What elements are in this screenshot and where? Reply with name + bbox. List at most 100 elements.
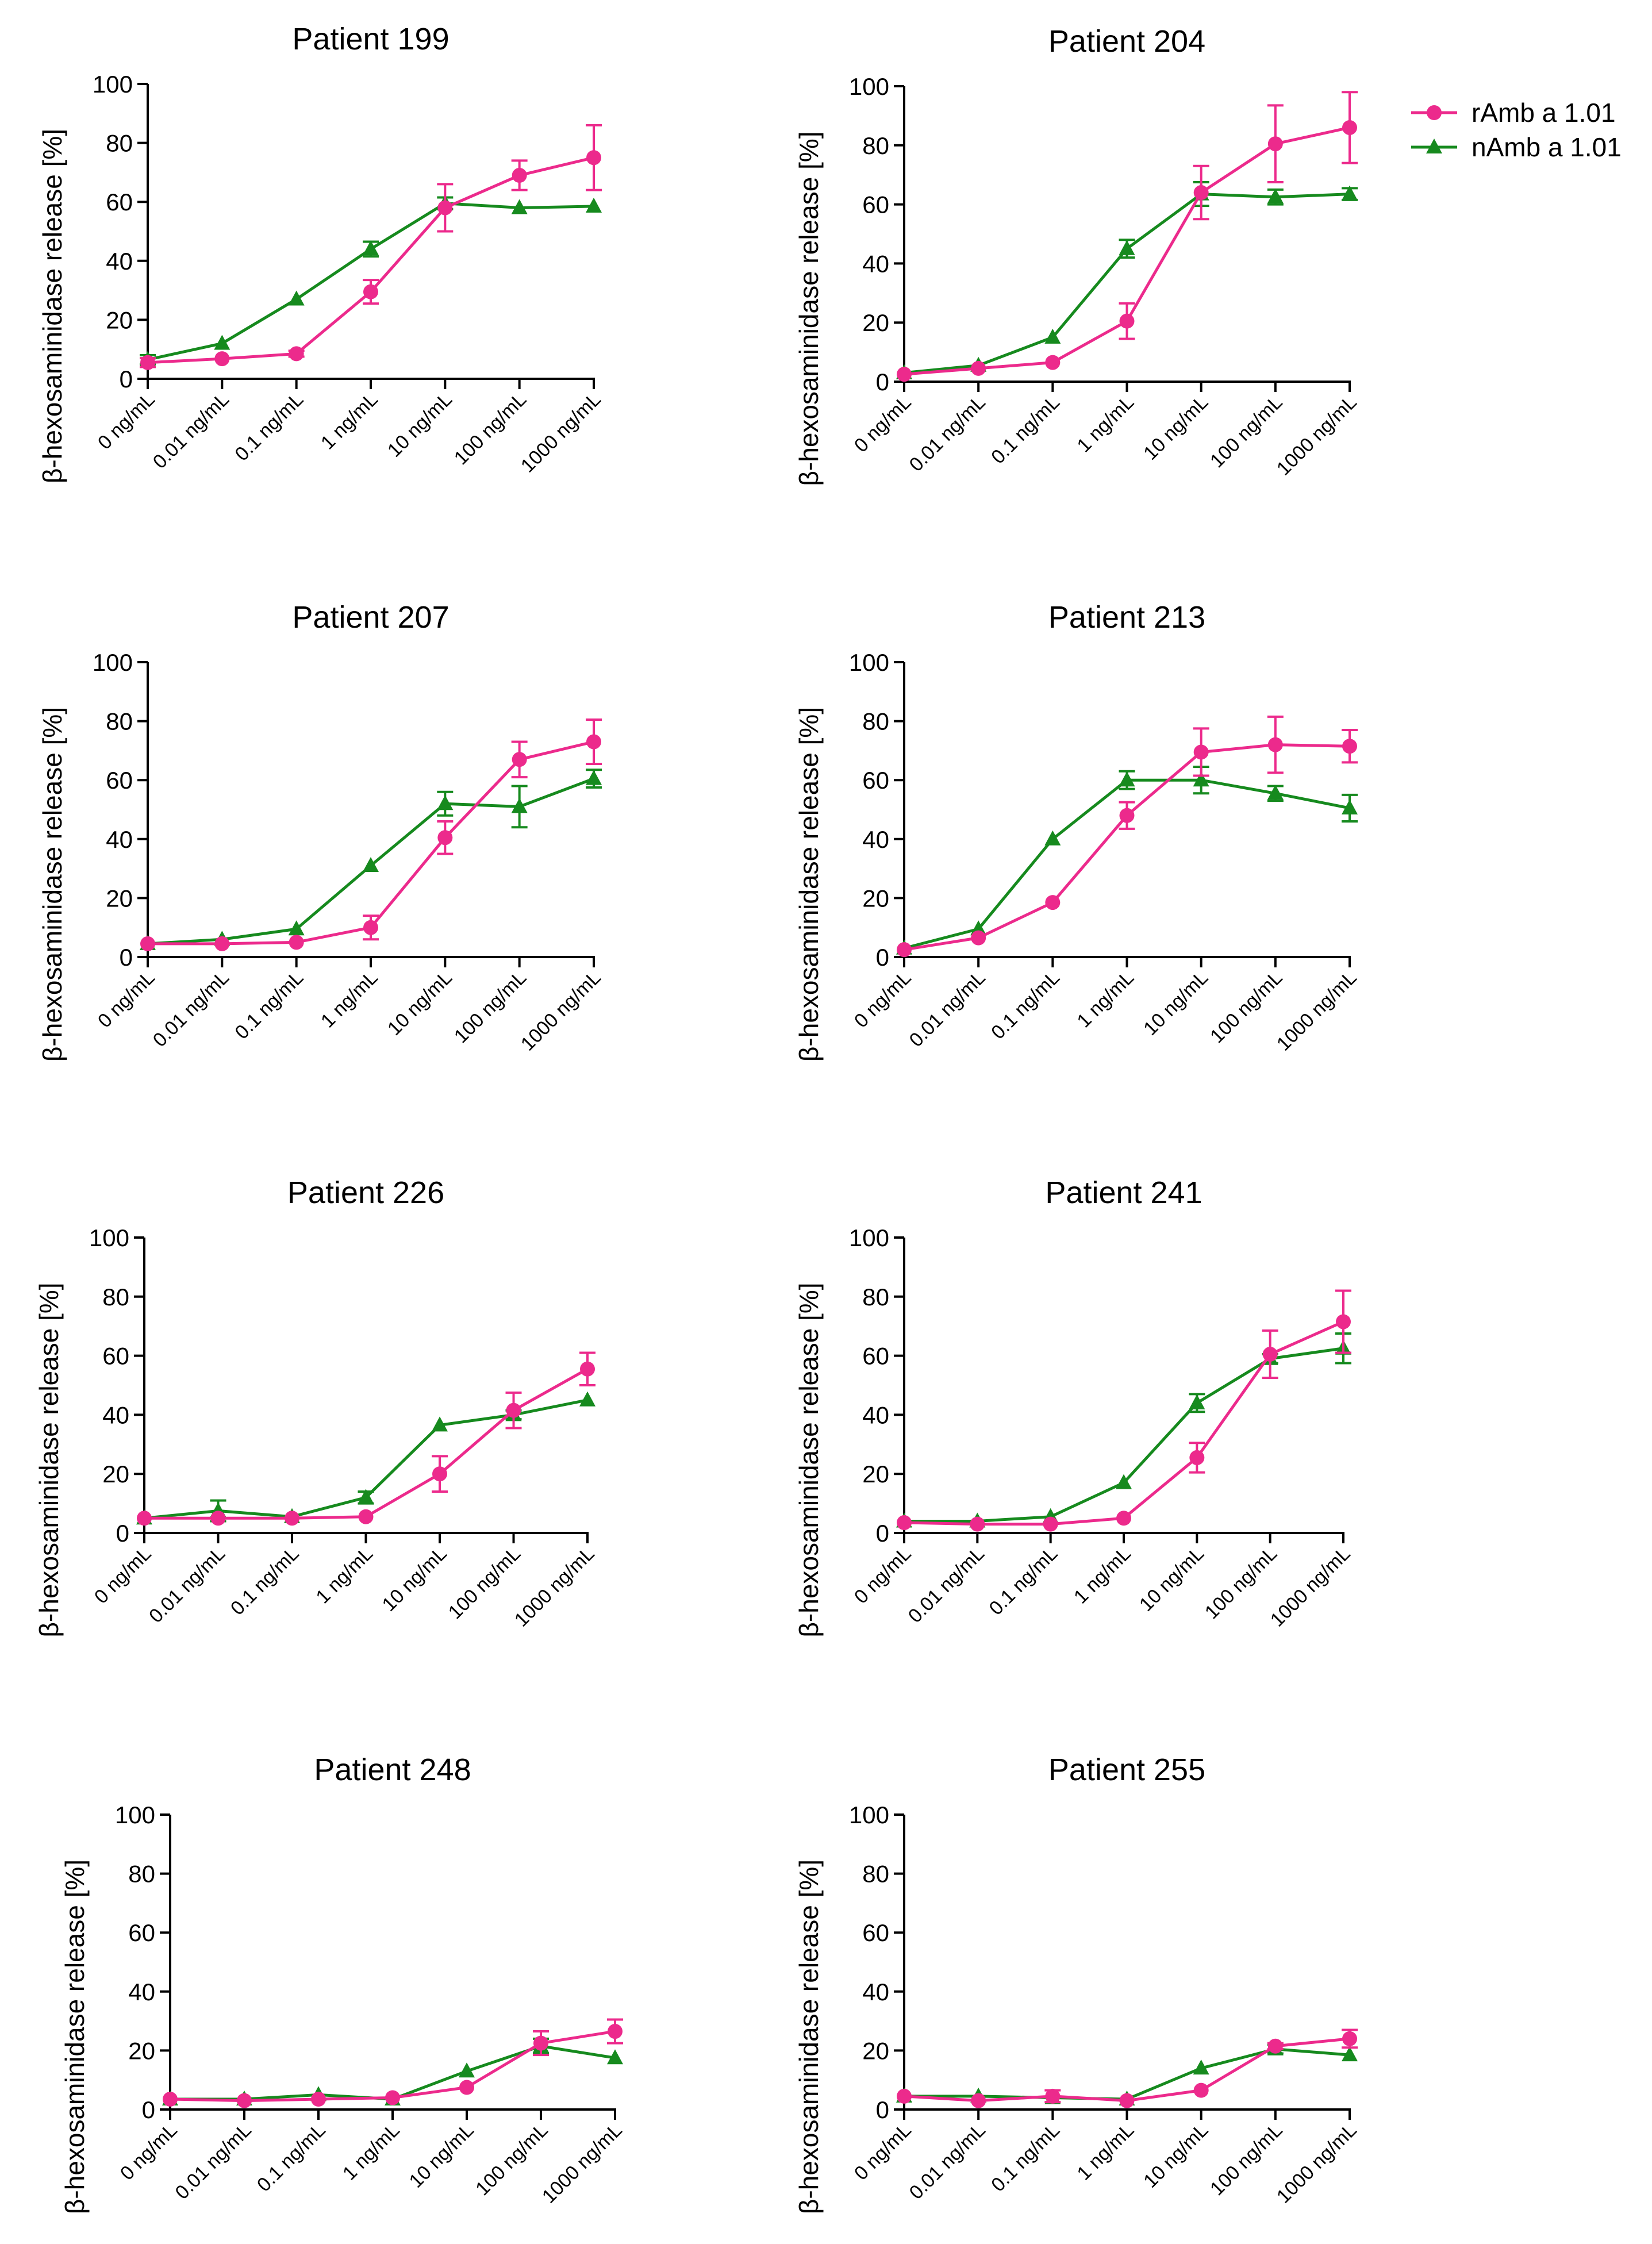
data-point xyxy=(897,1515,912,1531)
y-tick-label: 100 xyxy=(89,1224,129,1251)
x-tick-label: 0.1 ng/mL xyxy=(987,2119,1064,2196)
chart-panel: Patient 213 β-hexosaminidase release [%] 0… xyxy=(794,600,1361,1062)
x-tick-label: 0 ng/mL xyxy=(850,967,916,1032)
chart-panel: Patient 199 β-hexosaminidase release [%] 0… xyxy=(37,22,605,483)
data-point xyxy=(1043,1516,1058,1532)
series-line xyxy=(148,740,594,946)
y-tick-label: 100 xyxy=(93,71,133,98)
x-tick-label: 0 ng/mL xyxy=(116,2119,182,2185)
data-point xyxy=(1189,1450,1205,1465)
data-point xyxy=(214,936,230,951)
x-tick-label: 1 ng/mL xyxy=(1073,391,1138,457)
data-point xyxy=(163,2092,178,2107)
x-tick-label: 0.1 ng/mL xyxy=(985,1543,1062,1620)
chart-panel: Patient 207 β-hexosaminidase release [%] 0… xyxy=(37,600,605,1062)
y-tick-label: 60 xyxy=(862,1919,889,1946)
x-tick-label: 1 ng/mL xyxy=(1073,967,1138,1032)
x-tick-label: 10 ng/mL xyxy=(378,1543,451,1616)
x-tick-label: 0 ng/mL xyxy=(850,391,916,457)
data-point xyxy=(437,830,453,846)
y-tick-label: 60 xyxy=(106,189,133,216)
data-point xyxy=(137,1511,152,1526)
series-namb xyxy=(896,181,1358,379)
data-point xyxy=(289,935,304,950)
y-tick-label: 20 xyxy=(106,885,133,912)
data-point xyxy=(1044,328,1061,344)
y-tick-label: 0 xyxy=(876,944,889,971)
y-tick-label: 80 xyxy=(862,132,889,159)
data-point xyxy=(311,2092,326,2107)
x-tick-label: 0.1 ng/mL xyxy=(231,389,308,466)
x-tick-label: 0.1 ng/mL xyxy=(253,2119,330,2196)
y-tick-label: 100 xyxy=(93,649,133,676)
data-point xyxy=(237,2093,252,2108)
chart-panel: Patient 241 β-hexosaminidase release [%] 0… xyxy=(794,1175,1355,1638)
y-tick-label: 60 xyxy=(102,1343,129,1370)
x-tick-label: 100 ng/mL xyxy=(450,389,531,469)
x-tick-label: 1 ng/mL xyxy=(339,2119,404,2185)
y-tick-label: 40 xyxy=(128,1978,155,2005)
y-axis-label: β-hexosaminidase release [%] xyxy=(794,707,824,1062)
data-point xyxy=(533,2035,548,2051)
x-tick-label: 10 ng/mL xyxy=(1139,391,1212,464)
data-point xyxy=(971,2093,986,2108)
y-tick-label: 0 xyxy=(876,368,889,395)
data-point xyxy=(1267,136,1283,152)
data-point xyxy=(1342,120,1357,135)
x-tick-label: 100 ng/mL xyxy=(1206,967,1286,1047)
x-tick-label: 0 ng/mL xyxy=(850,1543,916,1608)
x-tick-label: 0 ng/mL xyxy=(850,2119,916,2185)
x-tick-label: 0.01 ng/mL xyxy=(904,1543,989,1627)
data-point xyxy=(1119,240,1135,255)
y-tick-label: 20 xyxy=(128,2037,155,2064)
data-point xyxy=(1193,2082,1209,2098)
legend-swatch-marker xyxy=(1427,105,1442,120)
data-point xyxy=(1045,895,1061,910)
x-tick-label: 100 ng/mL xyxy=(1206,2119,1286,2200)
series-line xyxy=(147,156,594,364)
series-ramb xyxy=(897,715,1358,958)
y-tick-label: 100 xyxy=(849,1801,889,1828)
series-ramb xyxy=(137,1351,596,1526)
x-tick-label: 1 ng/mL xyxy=(1070,1543,1135,1608)
data-point xyxy=(608,2024,623,2039)
chart-panel: Patient 255 β-hexosaminidase release [%] 0… xyxy=(794,1753,1361,2214)
y-tick-label: 100 xyxy=(849,73,889,100)
data-point xyxy=(580,1361,595,1377)
data-point xyxy=(1193,2059,1209,2075)
x-tick-label: 10 ng/mL xyxy=(383,967,456,1040)
x-tick-label: 10 ng/mL xyxy=(1135,1543,1208,1616)
data-point xyxy=(1267,188,1284,203)
data-point xyxy=(586,734,601,750)
data-point xyxy=(140,936,155,951)
y-axis-label: β-hexosaminidase release [%] xyxy=(794,1282,824,1637)
chart-title: Patient 241 xyxy=(1045,1175,1202,1210)
x-tick-label: 10 ng/mL xyxy=(1139,2119,1212,2192)
x-tick-label: 1 ng/mL xyxy=(317,389,382,454)
series-ramb xyxy=(897,91,1358,382)
data-point xyxy=(897,367,912,382)
chart-legend: rAmb a 1.01 nAmb a 1.01 xyxy=(1411,98,1622,162)
data-point xyxy=(210,1511,226,1526)
series-ramb xyxy=(140,718,602,951)
data-point xyxy=(586,770,602,785)
data-point xyxy=(288,290,305,306)
y-tick-label: 80 xyxy=(862,708,889,735)
series-ramb xyxy=(140,124,602,370)
y-tick-label: 40 xyxy=(106,248,133,275)
y-tick-label: 20 xyxy=(862,309,889,336)
x-tick-label: 1 ng/mL xyxy=(317,967,382,1032)
y-tick-label: 0 xyxy=(120,944,133,971)
data-point xyxy=(1116,1511,1131,1526)
x-tick-label: 100 ng/mL xyxy=(1201,1543,1281,1623)
series-namb xyxy=(896,766,1358,955)
data-point xyxy=(511,798,528,813)
x-tick-label: 10 ng/mL xyxy=(383,389,456,462)
x-tick-label: 0.01 ng/mL xyxy=(171,2119,255,2204)
x-tick-label: 1000 ng/mL xyxy=(1273,967,1361,1055)
data-point xyxy=(1116,1474,1132,1489)
y-tick-label: 80 xyxy=(128,1861,155,1888)
y-tick-label: 20 xyxy=(106,306,133,333)
data-point xyxy=(1267,785,1284,800)
